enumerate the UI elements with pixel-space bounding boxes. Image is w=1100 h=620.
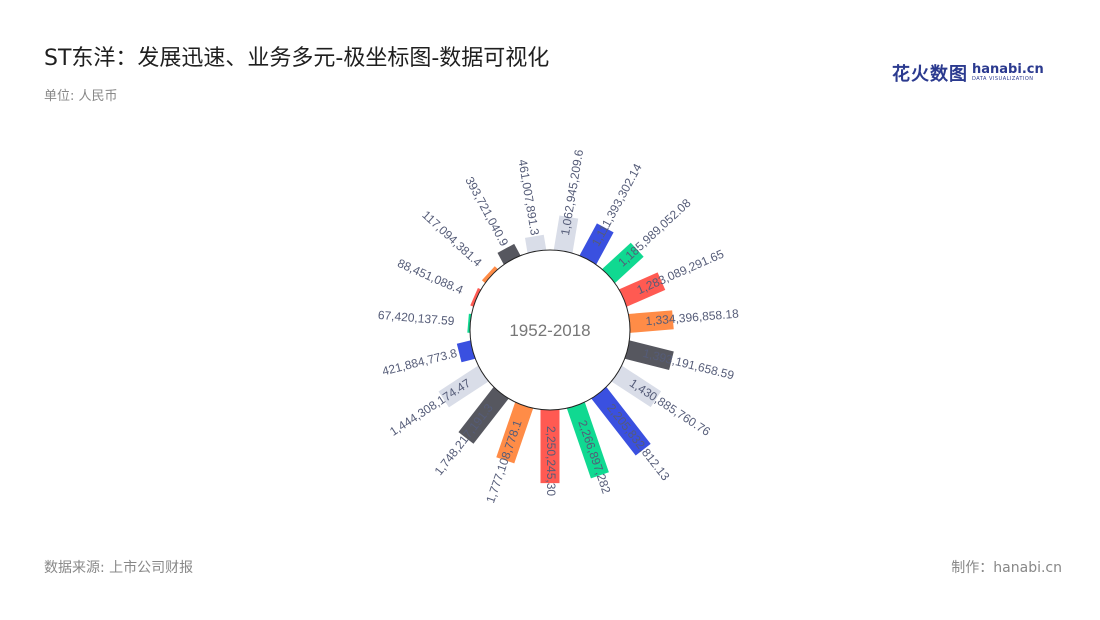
polar-bar (481, 266, 500, 285)
bar-value-label: 67,420,137.59 (377, 308, 455, 328)
bar-value-label: 2,205,832,812.13 (604, 401, 673, 484)
polar-bar (496, 400, 534, 464)
bar-value-label: 1,283,089,291.65 (635, 247, 726, 297)
polar-bar (578, 223, 614, 266)
chart-title: ST东洋：发展迅速、业务多元-极坐标图-数据可视化 (44, 46, 550, 71)
polar-bar (626, 310, 674, 334)
polar-bar (438, 364, 490, 408)
bar-value-label: 1,334,396,858.18 (645, 307, 740, 329)
data-source: 数据来源: 上市公司财报 (44, 560, 194, 576)
bar-value-label: 117,094,381.4 (419, 208, 485, 270)
polar-bar (600, 242, 644, 285)
center-circle (469, 249, 631, 411)
logo-en-text: hanabi.cn (972, 62, 1044, 77)
polar-bar (553, 215, 579, 255)
brand-logo: 花火数图 hanabi.cn DATA VISUALIZATION (892, 60, 1044, 86)
bars-group (438, 215, 674, 484)
polar-bar (458, 385, 510, 444)
polar-bar (540, 408, 560, 484)
polar-bar (566, 400, 609, 479)
bar-value-label: 1,185,989,052.08 (615, 196, 693, 270)
unit-label: 单位: 人民币 (44, 89, 118, 104)
polar-bar (497, 243, 522, 266)
logo-cn-text: 花火数图 (892, 64, 968, 85)
bar-value-label: 461,007,891.3 (515, 158, 541, 236)
bar-value-label: 1,430,885,760.76 (627, 376, 713, 439)
bar-value-label: 2,250,245,30 (544, 426, 558, 496)
bar-value-label: 421,884,773.8 (381, 346, 459, 378)
logo-en-block: hanabi.cn DATA VISUALIZATION (972, 63, 1044, 83)
polar-bar (590, 385, 651, 456)
polar-bar (610, 364, 662, 408)
bar-value-label: 88,451,088.4 (395, 256, 465, 297)
bar-value-label: 1,111,393,302.14 (589, 161, 645, 249)
logo-en-subtext: DATA VISUALIZATION (972, 76, 1034, 82)
polar-bar (524, 234, 547, 255)
bar-value-label: 2,266,897,282 (575, 418, 613, 495)
credit-text: 制作：hanabi.cn (951, 560, 1062, 576)
center-label: 1952-2018 (509, 321, 590, 340)
bar-value-label: 1,777,108,778.1 (483, 418, 525, 505)
bar-value-label: 393,721,040.9 (462, 174, 511, 248)
polar-bar (623, 339, 674, 370)
polar-bar (617, 272, 666, 308)
bar-value-label: 1,444,308,174.47 (387, 376, 473, 439)
bar-value-label: 1,062,945,209.6 (558, 148, 586, 236)
bar-value-label: 1,748,217,191.3 (432, 401, 497, 478)
